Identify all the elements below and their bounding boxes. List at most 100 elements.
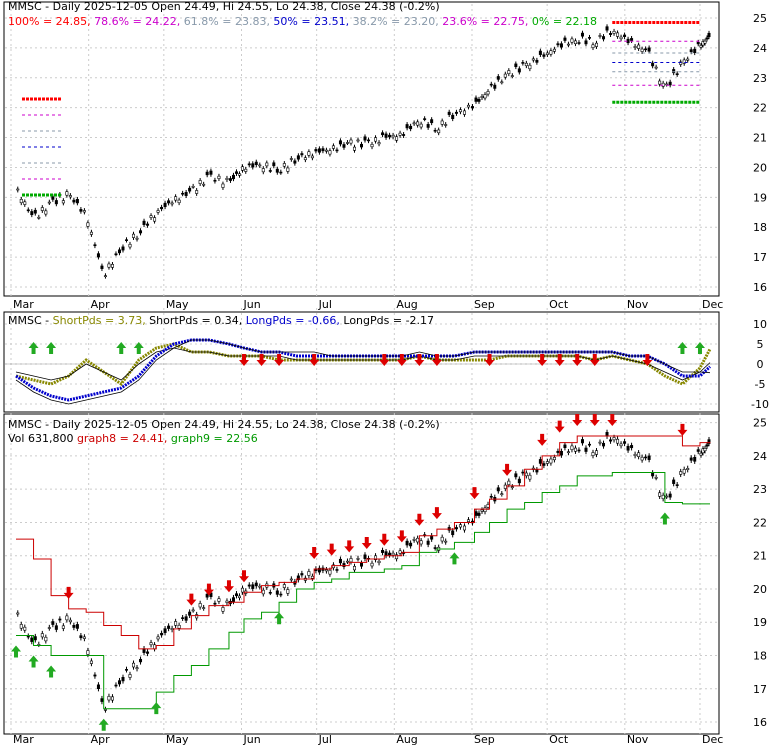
- y-tick-label: 21: [753, 550, 767, 563]
- y-tick-label: 24: [753, 450, 767, 463]
- candle-body: [352, 566, 356, 571]
- candle-body: [310, 155, 314, 159]
- candle-body: [279, 593, 283, 596]
- candle-body: [651, 472, 655, 477]
- candle-body: [419, 540, 423, 545]
- month-label: Aug: [396, 298, 417, 311]
- candle-body: [440, 120, 444, 125]
- candle-body: [114, 684, 118, 687]
- sell-arrow: [572, 354, 583, 366]
- month-label: Aug: [396, 733, 417, 745]
- sell-arrow: [239, 570, 249, 583]
- candle-body: [538, 459, 542, 464]
- candle-body: [275, 590, 279, 595]
- candle-body: [570, 38, 574, 43]
- candle-body: [402, 134, 406, 136]
- candle-body: [437, 129, 441, 134]
- candle-body: [217, 175, 221, 179]
- y-tick-label: 25: [753, 417, 767, 430]
- candle-body: [225, 600, 229, 603]
- candle-body: [103, 275, 107, 277]
- candle-body: [563, 37, 567, 41]
- candle-body: [483, 507, 487, 512]
- y-tick-label: 18: [753, 221, 767, 234]
- candle-body: [377, 560, 381, 564]
- candle-body: [149, 642, 153, 646]
- channel-legend-item: Vol 631,800: [8, 432, 73, 445]
- candle-body: [96, 253, 100, 258]
- candle-body: [202, 183, 206, 186]
- candle-body: [474, 511, 478, 516]
- candle-body: [156, 636, 160, 640]
- fib-legend-item: 38.2% = 23.20,: [349, 15, 439, 28]
- candle-body: [244, 168, 248, 172]
- candle-body: [153, 644, 157, 650]
- candle-body: [444, 540, 448, 543]
- sell-arrow: [203, 583, 214, 596]
- candle-body: [209, 170, 213, 175]
- candle-body: [419, 123, 423, 128]
- candle-body: [605, 26, 609, 31]
- candle-body: [451, 114, 455, 120]
- candle-body: [493, 84, 497, 89]
- candle-body: [549, 458, 553, 464]
- candle-body: [686, 468, 690, 470]
- sell-arrow: [607, 413, 618, 426]
- y-tick-label: 18: [753, 649, 767, 662]
- candle-body: [198, 180, 202, 184]
- fib-legend-item: 0% = 22.18: [528, 15, 597, 28]
- candle-body: [577, 42, 581, 44]
- candle-body: [23, 201, 27, 205]
- candle-body: [174, 621, 178, 626]
- fib-legend-item: 100% = 24.85,: [8, 15, 91, 28]
- oscillator-line-1: [15, 347, 711, 381]
- candle-body: [345, 142, 349, 144]
- candle-body: [384, 133, 388, 138]
- candle-body: [237, 173, 241, 176]
- candle-body: [398, 550, 402, 554]
- candle-body: [188, 187, 192, 192]
- candle-body: [699, 45, 703, 48]
- candle-body: [665, 495, 669, 498]
- candle-body: [651, 62, 655, 67]
- candle-body: [51, 196, 55, 200]
- sell-arrow: [431, 354, 442, 366]
- candle-body: [296, 575, 300, 581]
- candle-body: [79, 209, 83, 212]
- candle-body: [538, 50, 542, 55]
- candle-body: [388, 552, 392, 556]
- buy-arrow: [46, 665, 57, 678]
- sell-arrow: [537, 433, 548, 446]
- candle-body: [86, 222, 90, 227]
- candle-body: [381, 550, 385, 553]
- candle-body: [251, 163, 255, 168]
- candle-body: [619, 36, 623, 40]
- sell-arrow: [326, 543, 337, 556]
- buy-arrow: [28, 655, 39, 668]
- candle-body: [170, 628, 174, 630]
- y-tick-label: 19: [753, 616, 767, 629]
- buy-arrow: [677, 342, 688, 354]
- candle-body: [370, 562, 374, 567]
- candle-body: [580, 439, 584, 444]
- candle-body: [462, 110, 466, 115]
- month-label: Dec: [702, 733, 723, 745]
- candle-body: [221, 607, 225, 612]
- candle-body: [117, 249, 121, 254]
- candle-body: [146, 223, 150, 226]
- candle-body: [103, 709, 107, 711]
- sell-arrow: [256, 354, 267, 366]
- candle-body: [451, 530, 455, 536]
- candle-body: [447, 111, 451, 115]
- candle-body: [231, 597, 235, 602]
- candle-body: [524, 62, 528, 67]
- candle-body: [254, 161, 258, 165]
- candle-body: [696, 449, 700, 452]
- month-label: Mar: [13, 733, 34, 745]
- candle-body: [317, 567, 321, 573]
- candle-body: [363, 136, 367, 141]
- candle-body: [124, 239, 128, 241]
- candle-body: [349, 558, 353, 563]
- candle-body: [181, 192, 185, 195]
